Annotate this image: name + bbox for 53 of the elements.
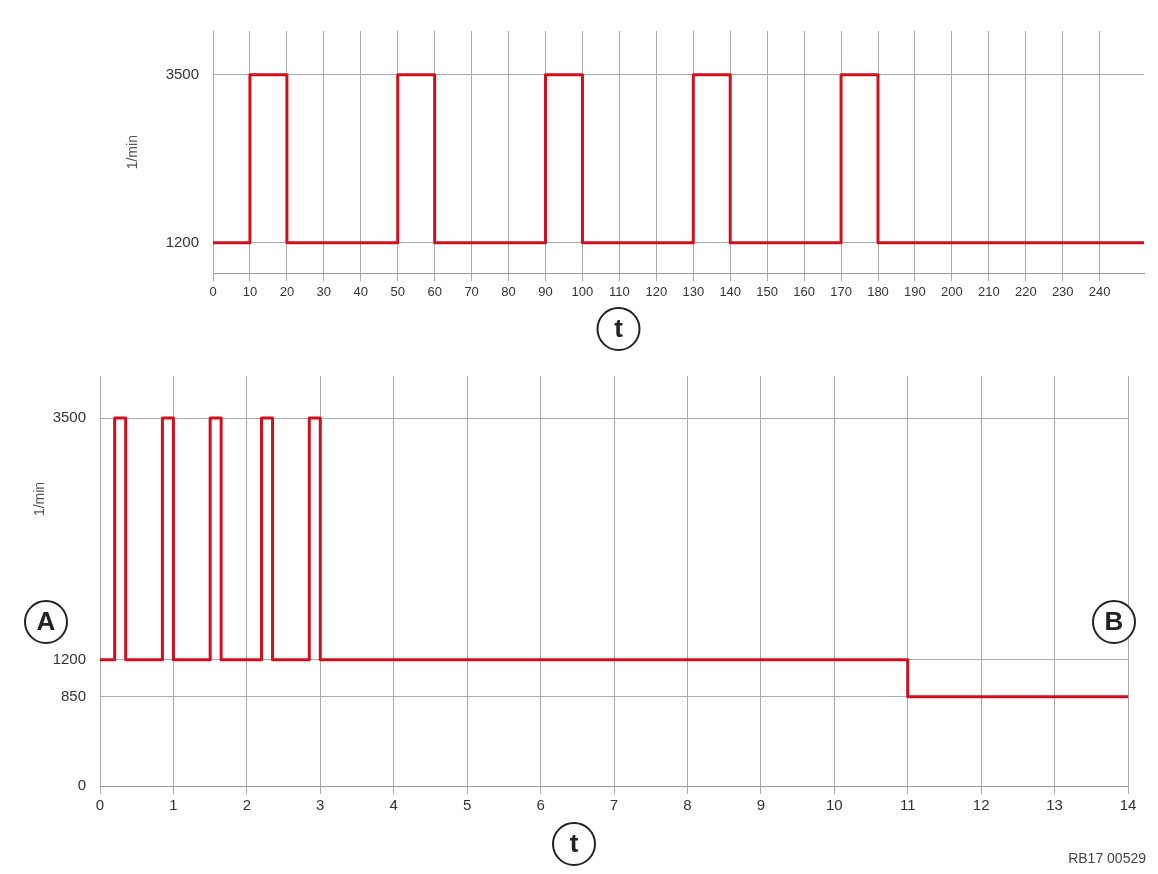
x-tick-label: 70 bbox=[464, 283, 479, 299]
x-tick-label: 180 bbox=[867, 283, 889, 299]
y-axis-title: 1/min bbox=[30, 481, 47, 517]
x-tick-label: 10 bbox=[242, 283, 258, 299]
x-tick-label: 220 bbox=[1014, 283, 1037, 299]
x-tick-label: 8 bbox=[683, 796, 692, 814]
x-tick-label: 0 bbox=[95, 796, 105, 814]
x-tick-label: 160 bbox=[793, 283, 815, 299]
x-axis-title: t bbox=[614, 313, 624, 344]
x-tick-label: 40 bbox=[353, 283, 369, 299]
text: RB17 00529 bbox=[1068, 849, 1147, 866]
x-tick-label: 100 bbox=[571, 283, 594, 299]
y-tick-label: 0 bbox=[77, 776, 86, 794]
x-tick-label: 1 bbox=[169, 796, 178, 814]
x-tick-label: 110 bbox=[609, 283, 630, 299]
x-tick-label: 130 bbox=[682, 283, 705, 299]
y-tick-label: 1200 bbox=[52, 649, 86, 667]
x-tick-label: 120 bbox=[645, 283, 668, 299]
y-tick-label: 3500 bbox=[165, 64, 199, 82]
x-tick-label: 6 bbox=[536, 796, 545, 814]
y-axis-title: 1/min bbox=[123, 135, 140, 170]
x-tick-label: 4 bbox=[389, 796, 398, 814]
x-tick-label: 20 bbox=[279, 283, 295, 299]
x-tick-label: 7 bbox=[609, 796, 619, 814]
y-tick-label: 1200 bbox=[165, 232, 199, 250]
x-tick-label: 10 bbox=[825, 796, 843, 814]
y-tick-label: 850 bbox=[60, 686, 86, 704]
x-tick-label: 240 bbox=[1088, 283, 1111, 299]
x-tick-label: 30 bbox=[316, 283, 332, 299]
x-tick-label: 80 bbox=[501, 283, 516, 299]
x-tick-label: 170 bbox=[830, 283, 852, 299]
x-tick-label: 150 bbox=[756, 283, 779, 299]
x-tick-label: 13 bbox=[1046, 796, 1063, 814]
x-tick-label: 2 bbox=[242, 796, 252, 814]
annotation: B bbox=[1104, 606, 1124, 637]
x-tick-label: 210 bbox=[977, 283, 1000, 299]
x-tick-label: 230 bbox=[1051, 283, 1074, 299]
x-tick-label: 11 bbox=[899, 796, 916, 814]
x-tick-label: 12 bbox=[972, 796, 990, 814]
x-tick-label: 90 bbox=[538, 283, 553, 299]
x-tick-label: 190 bbox=[904, 283, 926, 299]
x-tick-label: 14 bbox=[1119, 796, 1137, 814]
y-tick-label: 3500 bbox=[52, 408, 86, 426]
x-axis-title: t bbox=[569, 828, 579, 859]
x-tick-label: 140 bbox=[719, 283, 742, 299]
text: A bbox=[36, 606, 56, 637]
x-tick-label: 5 bbox=[462, 796, 472, 814]
x-tick-label: 60 bbox=[427, 283, 442, 299]
x-tick-label: 9 bbox=[756, 796, 766, 814]
x-tick-label: 0 bbox=[209, 283, 217, 299]
x-tick-label: 3 bbox=[316, 796, 325, 814]
x-tick-label: 200 bbox=[941, 283, 963, 299]
x-tick-label: 50 bbox=[390, 283, 405, 299]
